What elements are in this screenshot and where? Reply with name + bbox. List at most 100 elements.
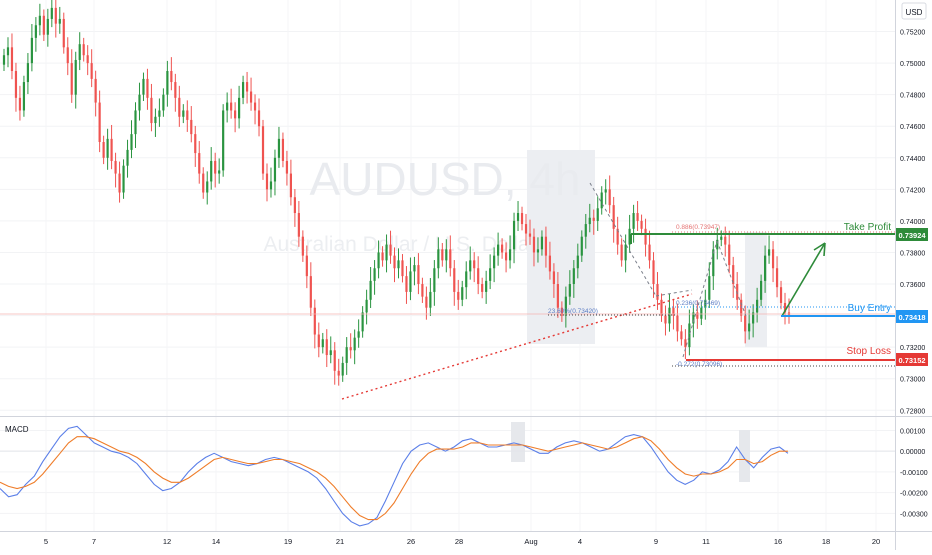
candle-body [265,173,269,190]
candle-body [329,350,332,356]
candle-body [337,370,340,376]
candle-body [130,134,133,150]
drawings [0,182,895,400]
candle-body [82,44,85,56]
candle-body [365,299,368,313]
candle-body [309,276,312,308]
highlight-zone [745,232,767,347]
candle-body [174,82,177,98]
candle-body [612,205,615,229]
price-tick-label: 0.72800 [900,408,925,415]
candle-body [389,244,392,256]
candle-body [241,82,245,98]
candle-body [704,299,707,308]
candle-body [58,18,61,24]
candle-body [118,173,121,193]
time-tick-label: 21 [336,537,344,546]
pattern-leg-1 [589,182,657,297]
candle-body [620,244,623,261]
fib-label-0236: 0.236(0.73469) [676,300,720,307]
candle-body [222,110,225,171]
candle-body [668,307,671,324]
candle-body [285,160,289,174]
candle-body [182,110,185,117]
price-tick-label: 0.74800 [900,93,925,100]
candle-body [277,138,281,158]
candle-body [86,55,89,64]
candle-body [253,102,257,111]
candle-body [166,71,169,95]
candle-body [608,189,611,206]
candle-body [106,138,109,158]
candle-body [580,236,583,256]
candle-body [2,55,6,65]
candle-body [381,252,384,261]
price-tick-label: 0.75200 [900,30,925,37]
candle-body [556,284,559,308]
candle-body [604,189,607,193]
candle-body [453,268,456,292]
candle-body [38,15,41,26]
candle-body [445,249,448,261]
candle-body [405,276,408,292]
candle-body [18,97,22,111]
candle-body [489,268,492,281]
price-tick-label: 0.74200 [900,187,925,194]
candle-body [293,197,296,214]
candle-body [349,347,352,351]
candle-body [98,102,101,143]
fib-label-2360: 23.60%(0.73420) [548,308,598,315]
candle-body [377,252,380,269]
candle-body [624,244,627,261]
candle-body [676,315,679,332]
candle-body [54,7,57,24]
candle-body [656,284,659,300]
candle-body [138,94,141,111]
candle-body [369,280,372,300]
candle-body [154,116,157,124]
signal-line [0,436,788,521]
candle-body [740,299,743,316]
macd-title: MACD [5,425,29,434]
candle-body [672,307,675,316]
candle-body [234,110,237,119]
candle-body [473,260,476,269]
macd-tick-label: 0.00000 [900,449,925,456]
candle-body [700,307,703,319]
candle-body [584,224,587,237]
candle-body [421,284,424,297]
projection-arrow-line [781,242,826,317]
candle-body [572,268,575,285]
currency-button[interactable] [901,2,927,20]
price-tick-label: 0.73800 [900,250,925,257]
candle-body [512,220,516,250]
candle-body [532,236,536,253]
candle-body [508,249,512,261]
candle-body [744,315,747,332]
candle-body [752,312,755,324]
candles [2,0,791,386]
projection-arrow-head [813,242,826,257]
candle-body [457,291,460,300]
candle-body [341,362,344,376]
candle-body [66,47,69,64]
time-tick-label: 19 [284,537,292,546]
take-profit-text: Take Profit [844,222,891,233]
candle-body [146,78,149,98]
candle-body [34,25,37,38]
candle-body [162,94,165,111]
candle-body [158,110,161,117]
candle-body [313,307,316,335]
candle-body [122,165,125,193]
candle-body [775,268,779,288]
candle-body [178,97,181,117]
candle-body [497,244,500,256]
time-tick-label: 4 [578,537,582,546]
candle-body [644,228,647,245]
time-tick-label: Aug [524,537,537,546]
candle-body [214,160,217,174]
candle-body [560,307,563,316]
candle-body [771,249,775,269]
